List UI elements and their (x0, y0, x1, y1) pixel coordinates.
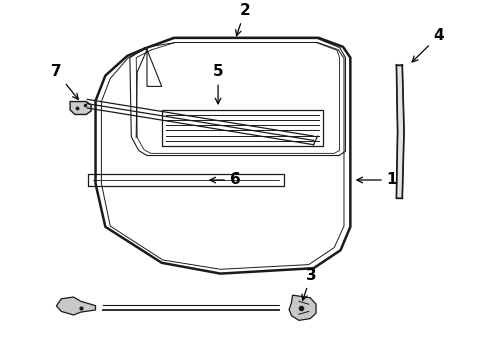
Polygon shape (70, 102, 91, 114)
Text: 5: 5 (213, 64, 223, 104)
Polygon shape (56, 297, 96, 315)
Text: 7: 7 (51, 64, 78, 99)
Text: 1: 1 (357, 172, 397, 188)
Polygon shape (396, 65, 404, 198)
Polygon shape (289, 295, 316, 320)
Text: 2: 2 (236, 3, 250, 36)
Text: 6: 6 (210, 172, 241, 188)
Text: 4: 4 (412, 28, 444, 62)
Text: 3: 3 (302, 268, 317, 300)
